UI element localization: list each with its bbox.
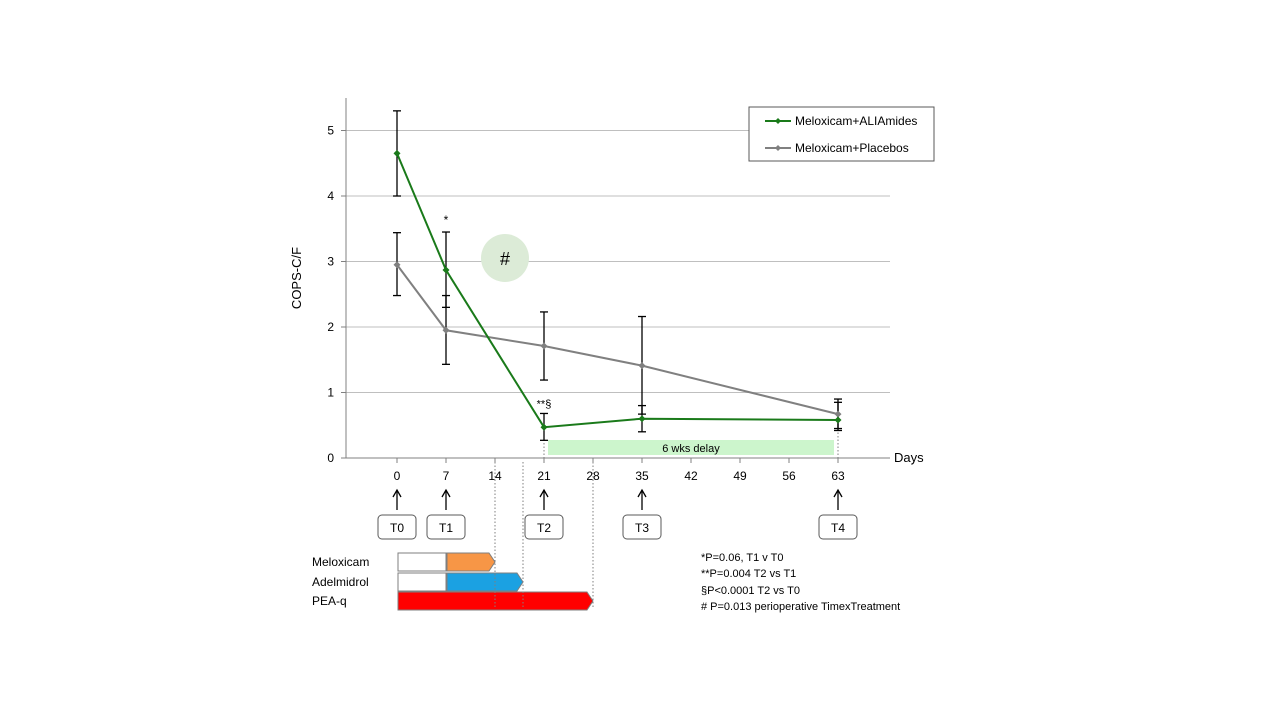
timepoint-arrow-head: [833, 488, 843, 498]
legend-entry-label: Meloxicam+Placebos: [795, 141, 909, 155]
legend-box: [748, 106, 935, 162]
grid-lines: [346, 130, 890, 393]
hash-circle: [481, 234, 529, 282]
series-line: [396, 153, 839, 429]
t2-significance-mark: **§: [537, 398, 552, 410]
x-tick-labels: 0 7 14 21 28 35 42 49 56 63: [394, 458, 845, 483]
y-tick-label: 1: [327, 386, 334, 400]
timepoint-box: [426, 514, 466, 540]
series-line: [396, 264, 839, 416]
significance-marks: * **§: [444, 213, 552, 410]
data-point: [442, 266, 450, 274]
x-axis-label: Days: [894, 450, 924, 465]
legend: Meloxicam+ALIAmides Meloxicam+Placebos: [748, 106, 935, 162]
footnote: **P=0.004 T2 vs T1: [701, 568, 797, 581]
data-point: [393, 261, 401, 269]
treatment-segment: [397, 552, 447, 572]
series-layer: [393, 110, 842, 441]
x-tick-label: 63: [831, 469, 845, 483]
timepoint-box: [622, 514, 662, 540]
treatment-segment: [446, 552, 496, 572]
timepoint-label: T0: [390, 521, 404, 535]
footnote: # P=0.013 perioperative TimexTreatment: [701, 601, 901, 614]
timepoint-arrow-head: [637, 488, 647, 498]
timepoint-box: [818, 514, 858, 540]
data-point: [442, 326, 450, 334]
treatment-segment: [397, 591, 594, 611]
data-point: [834, 410, 842, 418]
timepoint-arrow-head: [441, 488, 451, 498]
hash-annotation: #: [481, 234, 529, 282]
data-point: [393, 149, 401, 157]
hash-label: #: [500, 249, 510, 269]
treatment-label: PEA-q: [312, 594, 347, 608]
legend-swatch-marker: [775, 118, 781, 124]
x-tick-label: 49: [733, 469, 747, 483]
timepoint-label: T2: [537, 521, 551, 535]
timepoint-label: T4: [831, 521, 845, 535]
delay-band-rect: [548, 440, 834, 455]
treatment-bars: Meloxicam Adelmidrol PEA-q: [312, 462, 594, 611]
timepoint-markers: T0 T1 T2 T3 T4: [377, 488, 858, 540]
x-tick-label: 21: [537, 469, 551, 483]
data-point: [540, 342, 548, 350]
t1-significance-mark: *: [444, 213, 449, 227]
footnote: *P=0.06, T1 v T0: [701, 552, 784, 564]
footnotes: *P=0.06, T1 v T0 **P=0.004 T2 vs T1 §P<0.0…: [701, 550, 900, 616]
y-tick-label: 0: [327, 451, 334, 465]
axes: [345, 98, 890, 459]
treatment-label: Adelmidrol: [312, 575, 369, 589]
x-tick-label: 56: [782, 469, 796, 483]
data-point: [834, 416, 842, 424]
x-tick-label: 7: [443, 469, 450, 483]
treatment-label: Meloxicam: [312, 555, 369, 569]
treatment-segment: [397, 572, 447, 592]
y-axis-label: COPS-C/F: [289, 247, 304, 309]
timepoint-arrow-head: [539, 488, 549, 498]
timepoint-label: T1: [439, 521, 453, 535]
y-tick-label: 5: [327, 124, 334, 138]
y-tick-label: 4: [327, 189, 334, 203]
x-tick-label: 0: [394, 469, 401, 483]
delay-label: 6 wks delay: [662, 443, 720, 455]
timepoint-label: T3: [635, 521, 649, 535]
legend-entry-label: Meloxicam+ALIAmides: [795, 114, 917, 128]
delay-band: 6 wks delay: [543, 415, 839, 458]
y-tick-labels: 0 1 2 3 4 5: [327, 124, 346, 465]
data-point: [638, 415, 646, 423]
timepoint-box: [524, 514, 564, 540]
x-tick-label: 35: [635, 469, 649, 483]
x-tick-label: 42: [684, 469, 698, 483]
timepoint-arrow-head: [392, 488, 402, 498]
timepoint-box: [377, 514, 417, 540]
y-tick-label: 3: [327, 255, 334, 269]
treatment-segment: [446, 572, 524, 592]
legend-swatch-marker: [775, 145, 781, 151]
data-point: [638, 362, 646, 370]
y-tick-label: 2: [327, 320, 334, 334]
data-point: [540, 423, 548, 431]
footnote: §P<0.0001 T2 vs T0: [701, 584, 800, 597]
